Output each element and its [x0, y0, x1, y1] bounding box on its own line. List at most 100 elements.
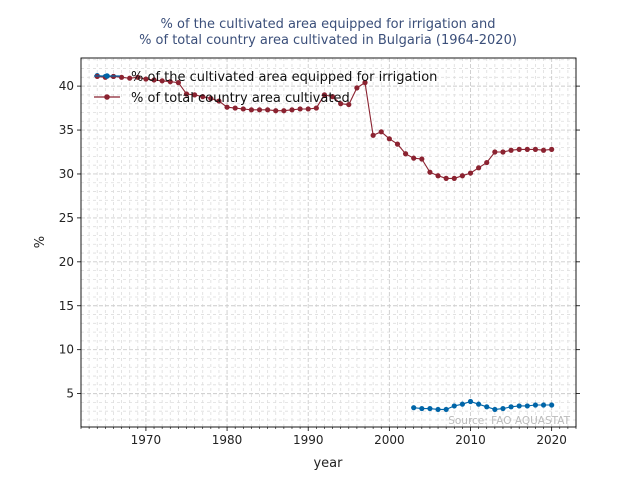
data-point-cultivated [459, 173, 465, 179]
data-point-cultivated [265, 107, 271, 113]
data-point-irrigation [459, 401, 465, 407]
data-point-irrigation [467, 398, 474, 405]
data-point-cultivated [484, 159, 490, 166]
data-point-irrigation [484, 404, 490, 410]
data-point-irrigation [524, 403, 530, 409]
data-point-cultivated [362, 80, 368, 86]
data-point-cultivated [159, 78, 165, 84]
y-tick-label: 15 [59, 299, 74, 313]
data-point-cultivated [394, 141, 401, 147]
series-layer [94, 72, 555, 413]
data-point-cultivated [492, 149, 498, 155]
data-point-cultivated [232, 105, 238, 111]
legend-marker-irrigation [104, 73, 110, 79]
data-point-cultivated [346, 101, 352, 108]
data-point-irrigation [508, 404, 514, 410]
legend-label-irrigation: % of the cultivated area equipped for ir… [131, 70, 437, 85]
data-point-cultivated [175, 80, 181, 86]
data-point-cultivated [411, 155, 417, 161]
chart-title-line1: % of the cultivated area equipped for ir… [161, 17, 496, 32]
chart-title-line2: % of total country area cultivated in Bu… [139, 33, 517, 48]
data-point-cultivated [248, 107, 255, 113]
axes: 1970 1980 1990 2000 2010 2020 5 10 15 20 25 30 35 40 [59, 57, 580, 447]
data-point-cultivated [321, 92, 328, 98]
y-tick-label: 5 [66, 387, 74, 401]
data-point-cultivated [500, 149, 506, 155]
data-point-cultivated [289, 107, 295, 113]
data-point-cultivated [256, 107, 263, 113]
data-point-cultivated [540, 147, 547, 153]
data-point-cultivated [313, 105, 319, 111]
legend: % of the cultivated area equipped for ir… [94, 70, 437, 106]
data-point-cultivated [127, 75, 133, 81]
data-point-cultivated [240, 106, 246, 112]
y-axis-label: % [33, 236, 48, 248]
x-tick-label: 1980 [212, 433, 243, 447]
data-point-cultivated [508, 147, 514, 153]
data-point-cultivated [549, 146, 555, 152]
data-point-cultivated [143, 76, 149, 82]
x-tick-label: 1970 [131, 433, 162, 447]
data-point-cultivated [281, 108, 287, 114]
data-point-cultivated [402, 151, 409, 157]
data-point-cultivated [297, 106, 303, 112]
data-point-cultivated [467, 170, 474, 176]
grid [80, 58, 577, 427]
data-point-cultivated [208, 95, 214, 102]
data-point-cultivated [476, 165, 482, 171]
data-point-cultivated [532, 146, 539, 152]
data-point-irrigation [451, 403, 457, 409]
source-note: Source: FAO AQUASTAT [448, 415, 570, 427]
data-point-cultivated [224, 104, 230, 110]
data-point-irrigation [500, 405, 506, 412]
data-point-cultivated [200, 94, 206, 100]
data-point-irrigation [443, 406, 449, 413]
data-point-irrigation [540, 402, 547, 408]
y-tick-label: 10 [59, 343, 74, 357]
data-point-cultivated [192, 92, 198, 98]
data-point-cultivated [378, 129, 384, 135]
data-point-irrigation [492, 406, 498, 413]
data-point-cultivated [524, 146, 530, 152]
data-point-irrigation [516, 403, 522, 409]
legend-label-cultivated: % of total country area cultivated [131, 91, 350, 106]
data-point-irrigation [532, 402, 539, 408]
data-point-cultivated [516, 146, 522, 152]
data-point-cultivated [273, 108, 279, 114]
x-tick-label: 2000 [374, 433, 405, 447]
y-tick-label: 25 [59, 211, 74, 225]
x-tick-label: 2020 [536, 433, 567, 447]
data-point-cultivated [338, 101, 344, 107]
data-point-cultivated [354, 85, 360, 91]
y-tick-label: 40 [59, 79, 74, 93]
data-point-cultivated [427, 169, 433, 175]
data-point-cultivated [451, 175, 457, 181]
x-axis-label: year [313, 456, 343, 471]
data-point-cultivated [135, 74, 141, 80]
data-point-cultivated [435, 173, 441, 179]
data-point-cultivated [183, 91, 190, 97]
data-point-irrigation [435, 406, 441, 413]
data-point-irrigation [476, 401, 482, 407]
x-tick-label: 2010 [455, 433, 486, 447]
y-tick-label: 30 [59, 167, 74, 181]
data-point-irrigation [411, 405, 417, 411]
data-point-cultivated [443, 175, 449, 181]
x-tick-label: 1990 [293, 433, 324, 447]
y-tick-label: 20 [59, 255, 74, 269]
legend-marker-cultivated [104, 94, 110, 100]
data-point-irrigation [427, 405, 433, 412]
data-point-irrigation [549, 402, 555, 408]
data-point-cultivated [386, 136, 392, 142]
data-point-cultivated [151, 77, 157, 83]
plot-frame [80, 57, 577, 428]
data-point-cultivated [370, 132, 376, 138]
data-point-irrigation [419, 405, 425, 412]
data-point-cultivated [118, 74, 125, 80]
data-point-cultivated [167, 79, 173, 85]
data-point-cultivated [305, 106, 311, 112]
data-point-cultivated [329, 94, 336, 100]
data-point-cultivated [216, 98, 222, 104]
y-tick-label: 35 [59, 123, 74, 137]
